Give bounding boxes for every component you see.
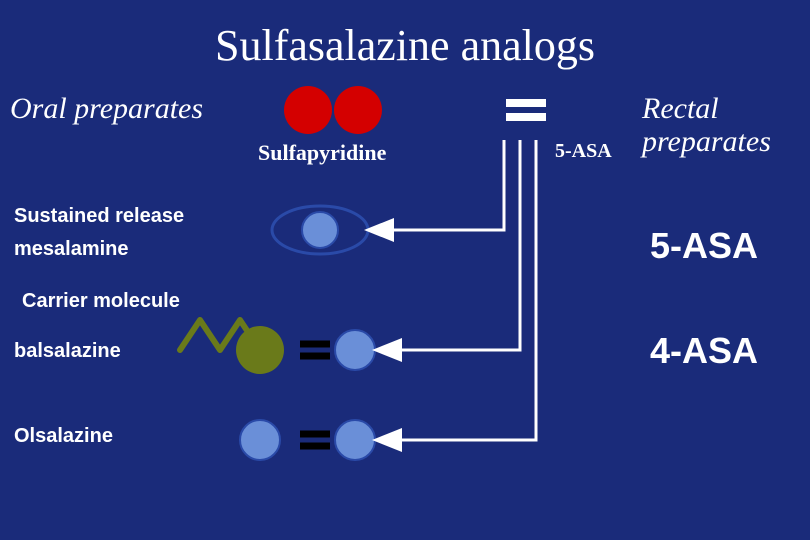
equals_top-top <box>506 99 546 107</box>
equals_top-bot <box>506 113 546 121</box>
blue2 <box>335 330 375 370</box>
sulfapyridine-label: Sulfapyridine <box>258 140 386 166</box>
equals_bot-top <box>300 431 330 438</box>
arrow-1 <box>378 140 520 350</box>
equals_mid-bot <box>300 353 330 360</box>
olive1 <box>236 326 284 374</box>
four-asa-big-label: 4-ASA <box>650 330 758 372</box>
rectal-line2: preparates <box>642 125 771 158</box>
red2 <box>334 86 382 134</box>
rectal-preparates-label: Rectal preparates <box>642 92 771 158</box>
equals_mid-top <box>300 341 330 348</box>
page-title: Sulfasalazine analogs <box>215 20 595 71</box>
equals_bot-bot <box>300 443 330 450</box>
carrier-molecule-label: Carrier molecule <box>22 290 180 313</box>
red1 <box>284 86 332 134</box>
arrow-0 <box>370 140 504 230</box>
arrow-2 <box>378 140 536 440</box>
olsalazine-label: Olsalazine <box>14 425 113 448</box>
five-asa-big-label: 5-ASA <box>650 225 758 267</box>
diagram-canvas <box>0 0 810 540</box>
blue3a <box>240 420 280 460</box>
zigzag <box>180 320 260 350</box>
ellipse1 <box>272 206 368 254</box>
blue3b <box>335 420 375 460</box>
balsalazine-label: balsalazine <box>14 340 121 363</box>
rectal-line1: Rectal <box>642 92 719 125</box>
blue1 <box>302 212 338 248</box>
five-asa-small-label: 5-ASA <box>555 140 612 163</box>
mesalamine-label: mesalamine <box>14 238 129 261</box>
oral-preparates-label: Oral preparates <box>10 92 203 126</box>
sustained-release-label: Sustained release <box>14 205 184 228</box>
